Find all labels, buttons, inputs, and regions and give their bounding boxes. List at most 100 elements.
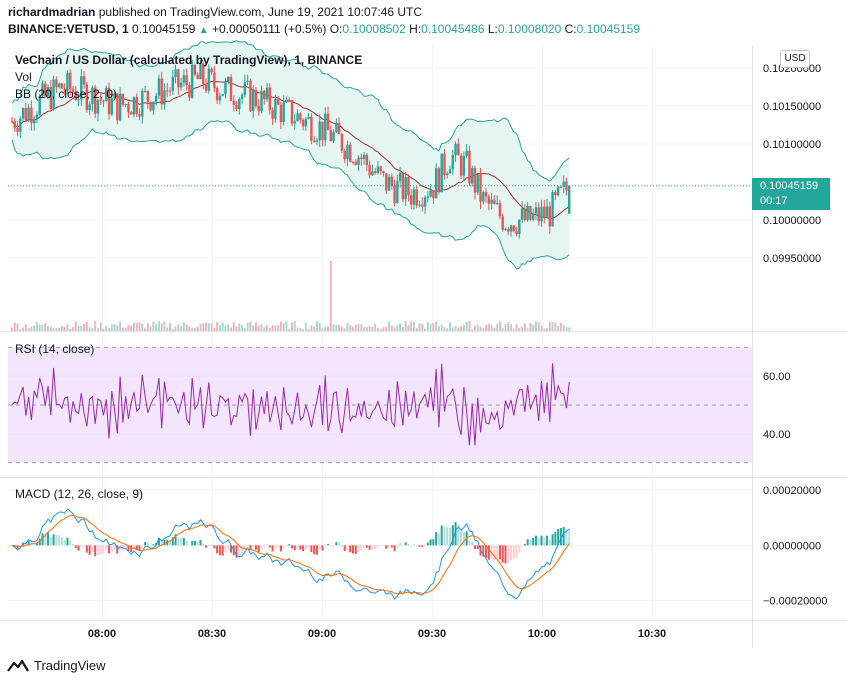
candle-body <box>324 113 327 141</box>
publisher-user: richardmadrian <box>8 5 96 19</box>
macd-histogram-bar <box>177 537 180 546</box>
macd-histogram-bar <box>443 526 446 546</box>
macd-histogram-bar <box>235 545 238 558</box>
volume-bar <box>169 322 171 331</box>
volume-bar <box>243 328 246 331</box>
volume-bar <box>504 323 507 331</box>
candle-body <box>387 176 391 191</box>
macd-histogram-bar <box>543 537 546 546</box>
macd-histogram-bar <box>69 540 72 546</box>
volume-bar <box>157 321 160 331</box>
candle-body <box>459 155 463 176</box>
volume-bar <box>521 326 524 331</box>
macd-histogram-bar <box>88 545 91 555</box>
volume-bar <box>304 322 307 331</box>
macd-histogram-bar <box>512 545 515 559</box>
macd-histogram-bar <box>47 532 50 546</box>
macd-histogram-bar <box>315 545 318 555</box>
macd-histogram-bar <box>368 545 371 550</box>
volume-bar <box>349 325 352 331</box>
candle-body <box>465 150 468 157</box>
macd-histogram-bar <box>293 545 296 551</box>
volume-bar <box>415 328 418 331</box>
macd-histogram-bar <box>529 539 532 546</box>
volume-bar <box>532 325 535 331</box>
candle-body <box>351 161 355 163</box>
candle-body <box>543 206 546 218</box>
candle-body <box>63 88 66 91</box>
macd-histogram-bar <box>199 539 202 546</box>
macd-histogram-bar <box>507 545 510 564</box>
candle-body <box>479 174 482 202</box>
candle-body <box>124 104 127 106</box>
candle-body <box>105 87 108 102</box>
macd-histogram-bar <box>540 535 543 546</box>
candle-body <box>487 196 491 204</box>
volume-bar <box>99 322 102 331</box>
volume-bar <box>271 325 274 331</box>
volume-bar <box>102 328 105 331</box>
macd-histogram-bar <box>351 545 354 554</box>
candle-body <box>540 206 543 222</box>
macd-histogram-bar <box>138 545 141 552</box>
candle-body <box>146 90 150 102</box>
volume-bar <box>47 326 50 331</box>
volume-bar <box>141 323 144 331</box>
candle-body <box>304 118 308 127</box>
macd-histogram-bar <box>180 538 183 546</box>
candle-body <box>412 189 416 205</box>
volume-bar <box>329 261 332 331</box>
macd-histogram-bar <box>80 545 83 547</box>
macd-histogram-bar <box>485 545 488 558</box>
candle-body <box>398 172 402 181</box>
volume-bar <box>230 327 232 331</box>
volume-bar <box>432 323 435 331</box>
candle-body <box>41 83 44 97</box>
volume-bar <box>166 327 169 331</box>
candle-body <box>24 108 28 121</box>
volume-bar <box>224 325 227 331</box>
macd-histogram-bar <box>473 545 476 549</box>
volume-bar <box>85 322 88 331</box>
volume-bar <box>388 321 391 331</box>
macd-histogram-bar <box>435 532 438 546</box>
candle-body <box>365 154 369 165</box>
volume-bar <box>485 325 488 331</box>
currency-button[interactable]: USD <box>780 50 810 68</box>
volume-bar <box>285 321 288 331</box>
candle-body <box>531 213 535 220</box>
tradingview-logo[interactable]: TradingView <box>7 658 106 673</box>
macd-histogram-bar <box>277 545 280 549</box>
candle-body <box>274 98 277 119</box>
candle-body <box>57 83 61 88</box>
time-tick-label: 09:30 <box>418 628 446 640</box>
candle-body <box>149 101 152 111</box>
volume-bar <box>482 327 485 331</box>
volume-bar <box>435 321 438 331</box>
candle-body <box>410 195 413 205</box>
macd-histogram-bar <box>105 545 108 550</box>
volume-bar <box>368 326 371 331</box>
volume-bar <box>299 328 302 331</box>
time-tick-label: 08:00 <box>88 628 116 640</box>
candle-body <box>193 64 197 75</box>
candle-body <box>493 199 496 205</box>
volume-bar <box>210 323 213 331</box>
candle-body <box>207 68 211 91</box>
volume-bar <box>457 327 460 331</box>
candle-body <box>440 153 443 193</box>
candle-body <box>224 81 227 95</box>
volume-bar <box>94 321 97 331</box>
volume-bar <box>424 328 427 331</box>
volume-bar <box>335 324 338 331</box>
candle-body <box>246 80 249 82</box>
candle-body <box>296 113 299 122</box>
macd-histogram-bar <box>382 545 385 546</box>
macd-histogram-bar <box>302 545 305 552</box>
macd-histogram-bar <box>91 545 94 553</box>
macd-histogram-bar <box>163 540 166 546</box>
candle-body <box>448 169 452 174</box>
macd-histogram-bar <box>421 545 424 548</box>
candle-body <box>312 140 316 142</box>
